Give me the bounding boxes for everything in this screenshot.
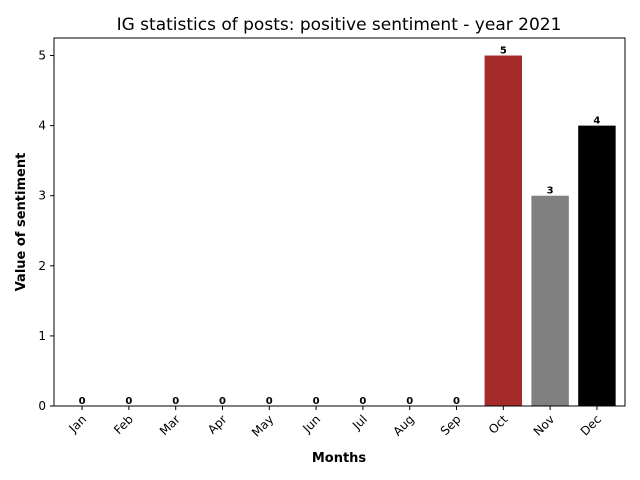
data-label-sep: 0 (453, 396, 460, 407)
bars-group (484, 55, 616, 407)
x-tick-label-jan: Jan (66, 412, 90, 436)
y-tick-label: 2 (38, 259, 46, 273)
data-label-may: 0 (266, 396, 273, 407)
bar-nov (531, 195, 569, 406)
bar-dec (578, 125, 616, 406)
x-tick-label-jul: Jul (349, 412, 370, 433)
data-labels-group: 0 0 0 0 0 0 0 0 0 5 3 4 (79, 46, 601, 407)
data-label-mar: 0 (172, 396, 179, 407)
data-label-jul: 0 (359, 396, 366, 407)
chart-title: IG statistics of posts: positive sentime… (117, 15, 562, 35)
data-label-jun: 0 (313, 396, 320, 407)
data-label-aug: 0 (406, 396, 413, 407)
data-label-feb: 0 (125, 396, 132, 407)
y-axis: 0 1 2 3 4 5 (38, 49, 54, 413)
data-label-oct: 5 (500, 46, 507, 57)
y-tick-label: 4 (38, 119, 46, 133)
x-axis-label: Months (312, 451, 367, 466)
x-tick-label-jun: Jun (299, 412, 323, 436)
y-tick-label: 3 (38, 189, 46, 203)
data-label-nov: 3 (547, 186, 554, 197)
data-label-apr: 0 (219, 396, 226, 407)
data-label-dec: 4 (593, 116, 600, 127)
x-tick-label-feb: Feb (111, 412, 136, 437)
x-tick-label-may: May (249, 412, 276, 439)
y-tick-label: 1 (38, 329, 46, 343)
plot-frame (53, 37, 626, 407)
x-tick-label-dec: Dec (578, 412, 604, 438)
x-tick-label-nov: Nov (531, 412, 557, 438)
y-tick-label: 0 (38, 399, 46, 413)
x-tick-label-aug: Aug (390, 412, 416, 438)
y-tick-label: 5 (38, 49, 46, 63)
x-tick-label-sep: Sep (438, 412, 464, 438)
bar-oct (484, 55, 523, 407)
x-tick-label-mar: Mar (157, 412, 183, 438)
y-axis-label: Value of sentiment (14, 153, 29, 292)
data-label-jan: 0 (79, 396, 86, 407)
x-tick-label-oct: Oct (486, 412, 511, 437)
x-tick-label-apr: Apr (205, 412, 230, 437)
x-axis: Jan Feb Mar Apr May Jun Jul Aug Sep Oct Nov Dec (66, 406, 604, 440)
